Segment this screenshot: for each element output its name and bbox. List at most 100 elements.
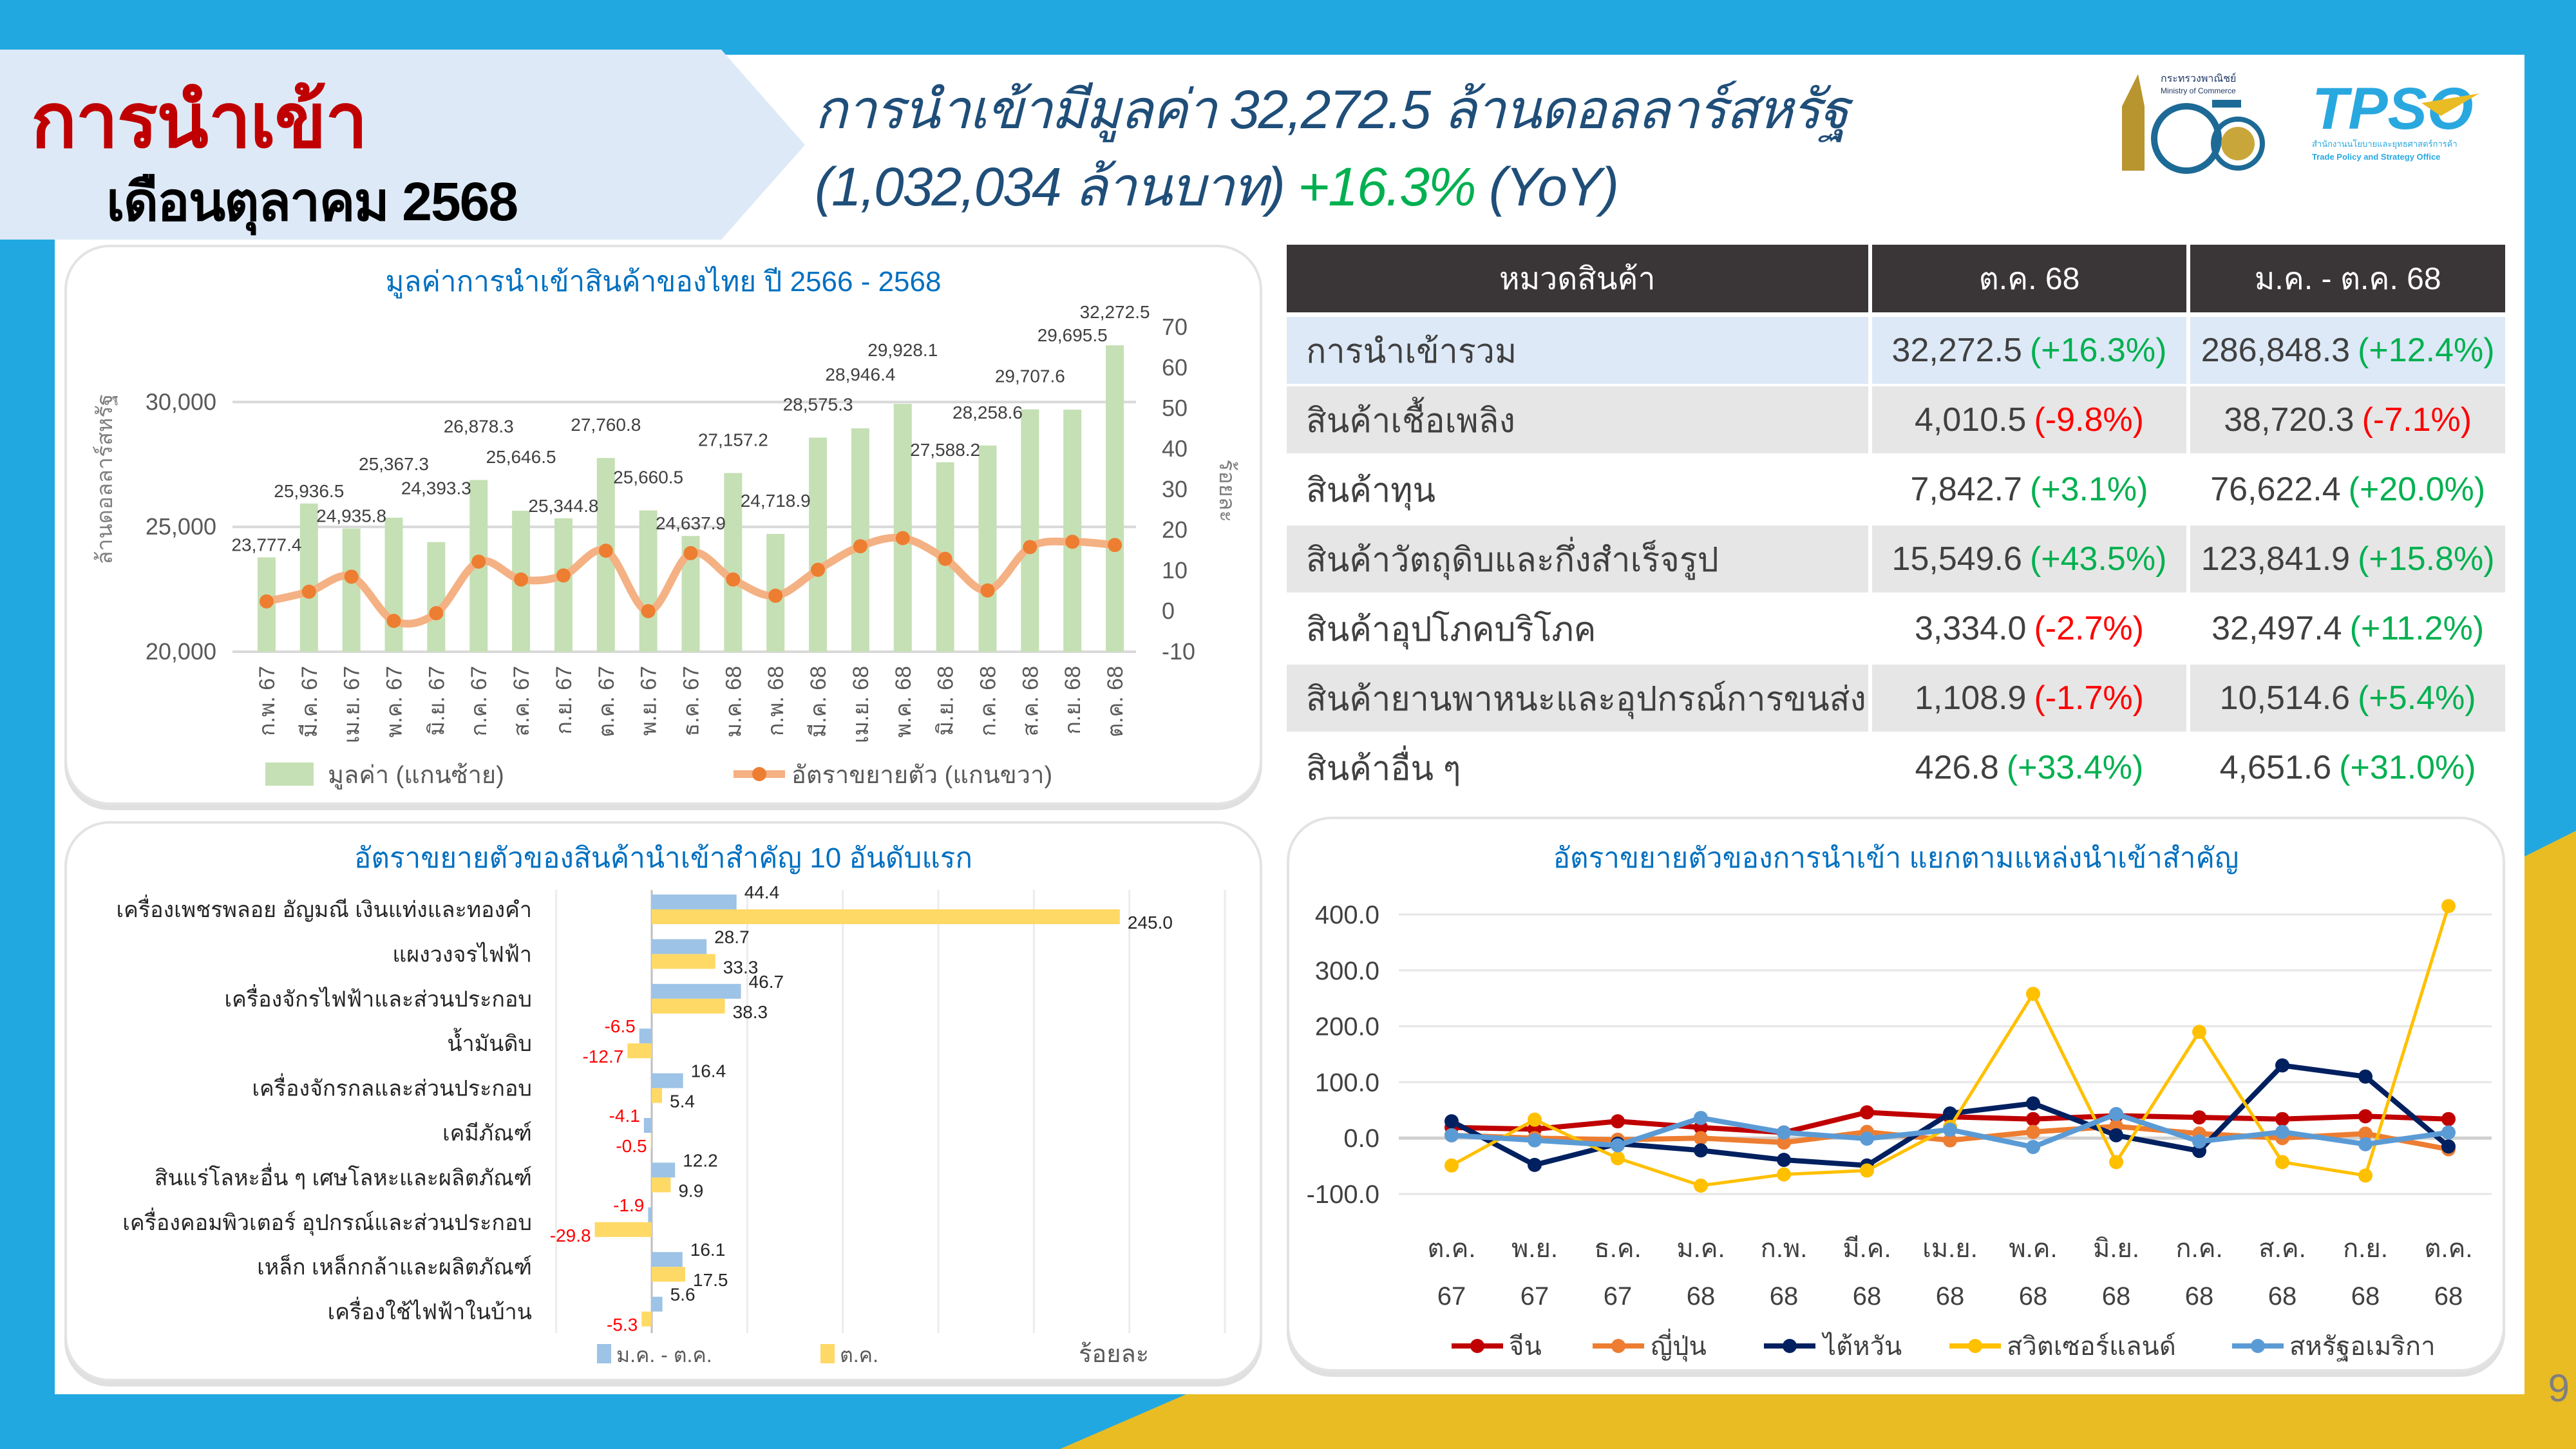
oct-value: 32,272.5 <box>1891 332 2022 369</box>
series-point <box>2026 1124 2040 1139</box>
growth-point <box>556 568 571 583</box>
growth-point <box>1023 540 1037 554</box>
bar-data-label: -29.8 <box>550 1226 591 1245</box>
series-point <box>1777 1135 1791 1150</box>
growth-point <box>429 606 444 621</box>
series-point <box>2192 1134 2206 1149</box>
import-value-chart: มูลค่าการนำเข้าสินค้าของไทย ปี 2566 - 25… <box>93 265 1239 790</box>
series-point <box>1528 1133 1542 1148</box>
bar <box>427 542 446 652</box>
ministry-of-commerce-logo: กระทรวงพาณิชย์ Ministry of Commerce <box>2122 72 2265 174</box>
table-header-1: ต.ค. 68 <box>1871 245 2187 312</box>
bar-data-label: 29,695.5 <box>1037 325 1108 345</box>
category-name: สินค้าทุน <box>1287 456 1868 523</box>
legend-label: ไต้หวัน <box>1821 1332 1902 1361</box>
unit-label: ร้อยละ <box>1079 1341 1149 1368</box>
x-tick-label: ก.ค. 67 <box>467 666 491 737</box>
bar <box>809 437 828 652</box>
growth-point <box>386 614 401 629</box>
bar <box>652 998 725 1014</box>
x-tick-label: ก.ค. 68 <box>976 666 1001 737</box>
tpso-logo-en: Trade Policy and Strategy Office <box>2312 152 2440 162</box>
bar-data-label: 24,718.9 <box>741 491 811 511</box>
bar-data-label: 16.4 <box>691 1061 726 1081</box>
x-tick-label: มี.ค. 67 <box>298 666 322 737</box>
series-point <box>1777 1125 1791 1140</box>
bar-data-label: 27,157.2 <box>698 430 768 450</box>
bar-data-label: 44.4 <box>744 882 780 902</box>
bar-data-label: 23,777.4 <box>231 535 301 555</box>
ytd-value: 32,497.4 <box>2211 610 2342 647</box>
category-label: เครื่องเพชรพลอย อัญมณี เงินแท่งและทองคำ <box>116 895 532 922</box>
bar <box>627 1043 652 1059</box>
oct-growth: (+33.4%) <box>2006 749 2144 786</box>
category-label: เหล็ก เหล็กกล้าและผลิตภัณฑ์ <box>257 1254 532 1280</box>
x-tick-month: ส.ค. <box>2259 1235 2306 1263</box>
series-point <box>1777 1153 1791 1168</box>
bar-data-label: 27,588.2 <box>910 440 980 460</box>
bar <box>652 1162 676 1178</box>
growth-point <box>471 554 486 569</box>
series-point <box>2275 1058 2289 1073</box>
category-name: สินค้ายานพาหนะและอุปกรณ์การขนส่ง <box>1287 665 1868 732</box>
ytd-growth: (+31.0%) <box>2339 749 2476 786</box>
series-point <box>2026 1112 2040 1126</box>
series-point <box>2026 1096 2040 1111</box>
bar-data-label: -1.9 <box>613 1195 644 1215</box>
series-point <box>1444 1158 1459 1173</box>
bar-data-label: 24,935.8 <box>316 506 386 526</box>
ytd-growth: (+12.4%) <box>2358 332 2495 369</box>
ytd-value: 38,720.3 <box>2224 401 2354 439</box>
series-point <box>1444 1128 1459 1142</box>
category-label: น้ำมันดิบ <box>447 1028 532 1056</box>
oct-cell: 4,010.5 (-9.8%) <box>1871 386 2187 453</box>
y-tick-label: 100.0 <box>1315 1068 1379 1097</box>
source-growth-chart: อัตราขยายตัวของการนำเข้า แยกตามแหล่งนำเข… <box>1307 842 2492 1362</box>
bar <box>652 954 715 969</box>
growth-point <box>1065 535 1080 549</box>
ytd-cell: 32,497.4 (+11.2%) <box>2190 595 2505 662</box>
bar-data-label: 25,936.5 <box>274 481 344 501</box>
x-tick-label: มี.ค. 68 <box>806 666 831 737</box>
x-tick-label: ธ.ค. 67 <box>679 666 704 737</box>
x-tick-year: 68 <box>2185 1282 2214 1311</box>
bar <box>639 510 658 652</box>
growth-point <box>598 544 613 558</box>
top10-growth-chart-panel: อัตราขยายตัวของสินค้านำเข้าสำคัญ 10 อันด… <box>64 821 1262 1381</box>
bar <box>384 517 403 652</box>
legend-marker <box>1611 1339 1625 1353</box>
x-tick-year: 67 <box>1437 1282 1466 1311</box>
x-tick-label: ก.ย. 68 <box>1061 666 1085 735</box>
y2-tick-label: 30 <box>1162 476 1188 502</box>
series-point <box>2026 987 2040 1001</box>
bar-data-label: 16.1 <box>690 1240 726 1260</box>
x-tick-month: ต.ค. <box>2425 1235 2473 1263</box>
table-row: สินค้าอุปโภคบริโภค 3,334.0 (-2.7%) 32,497.4… <box>1287 595 2505 662</box>
bar-data-label: 5.4 <box>670 1092 695 1112</box>
legend-label: ต.ค. <box>840 1343 878 1367</box>
x-tick-label: มิ.ย. 67 <box>424 666 449 736</box>
bar-data-label: 24,637.9 <box>656 513 726 533</box>
bar-data-label: 38.3 <box>733 1002 768 1022</box>
bar <box>342 528 361 652</box>
x-tick-year: 68 <box>2019 1282 2048 1311</box>
x-tick-month: มี.ค. <box>1842 1235 1891 1263</box>
series-point <box>2441 1125 2456 1140</box>
yellow-band-bottom <box>1060 1394 2576 1449</box>
bar <box>652 1088 663 1103</box>
legend-line-label: อัตราขยายตัว (แกนขวา) <box>791 762 1052 789</box>
growth-point <box>726 572 741 587</box>
x-tick-label: ม.ค. 68 <box>721 666 746 737</box>
y-tick-label: 200.0 <box>1315 1013 1379 1041</box>
series-point <box>1694 1178 1708 1193</box>
table-row: สินค้ายานพาหนะและอุปกรณ์การขนส่ง 1,108.9(… <box>1287 665 2505 732</box>
x-tick-label: ก.ย. 67 <box>552 666 576 735</box>
bar-data-label: 46.7 <box>749 972 784 992</box>
y2-tick-label: 50 <box>1162 395 1188 421</box>
category-name: สินค้าวัตถุดิบและกึ่งสำเร็จรูป <box>1287 526 1868 592</box>
headline: การนำเข้ามีมูลค่า 32,272.5 ล้านดอลลาร์สห… <box>815 71 1850 225</box>
headline-baht: (1,032,034 ล้านบาท) <box>815 156 1285 217</box>
legend-line-marker <box>752 767 766 781</box>
oct-cell: 3,334.0 (-2.7%) <box>1871 595 2187 662</box>
series-point <box>1528 1112 1542 1127</box>
